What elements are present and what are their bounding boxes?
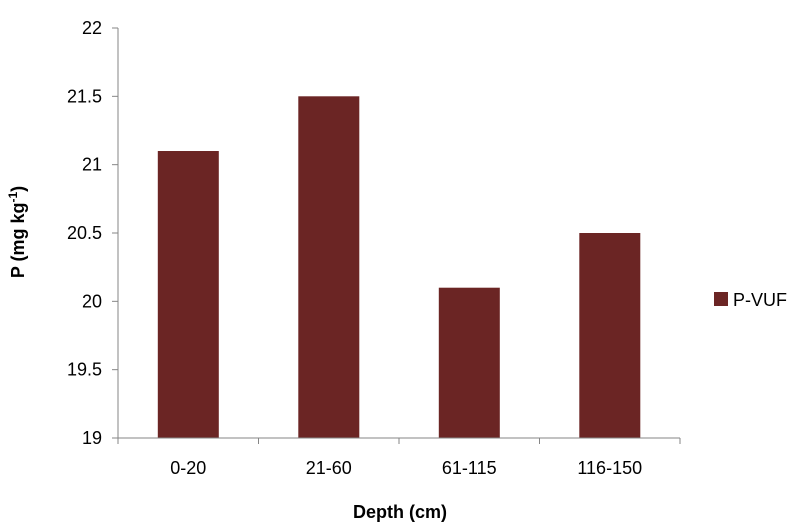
y-tick-label: 21.5 (67, 86, 102, 106)
ticks-layer: 19 19.5 20 20.5 21 21.5 22 0-20 21-60 61-115 116-1… (67, 18, 681, 478)
y-axis-title-close: ) (8, 186, 28, 192)
x-tick-label: 21-60 (306, 458, 352, 478)
y-axis-title-main: P (mg kg (8, 202, 28, 278)
x-axis-title: Depth (cm) (353, 502, 447, 522)
legend-label: P-VUF (733, 290, 787, 310)
x-tick-label: 116-150 (577, 458, 642, 478)
legend: P-VUF (714, 290, 787, 310)
x-tick-label: 0-20 (170, 458, 206, 478)
y-tick-label: 20.5 (67, 223, 102, 243)
bar-116-150 (579, 233, 641, 438)
bars-layer (157, 96, 641, 439)
legend-swatch (714, 292, 728, 306)
y-tick-label: 21 (82, 155, 102, 175)
bar-61-115 (438, 287, 500, 438)
y-tick-label: 19.5 (67, 360, 102, 380)
y-tick-label: 20 (82, 291, 102, 311)
y-tick-label: 22 (82, 18, 102, 38)
y-tick-label: 19 (82, 428, 102, 448)
bar-0-20 (157, 151, 219, 438)
y-axis-title-superscript: -1 (6, 191, 20, 202)
bar-21-60 (298, 96, 360, 439)
y-axis-title: P (mg kg-1) (6, 186, 28, 278)
x-tick-label: 61-115 (442, 458, 497, 478)
